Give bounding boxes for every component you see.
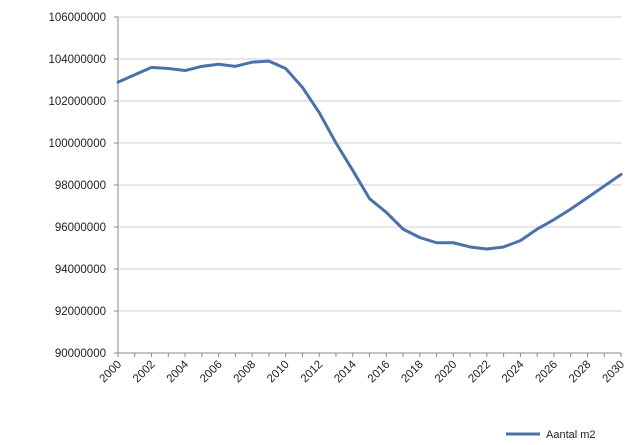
y-axis: 90000000 92000000 94000000 96000000 98000000… <box>48 12 119 360</box>
x-tick-label: 2008 <box>232 359 259 386</box>
x-tick-label: 2000 <box>98 359 125 386</box>
y-tick-label: 96000000 <box>55 222 106 234</box>
gridlines <box>118 16 621 312</box>
x-tick-label: 2024 <box>500 358 527 385</box>
series-layer <box>116 59 623 251</box>
x-axis: 2000 2002 2004 2006 2008 2010 2012 2014 2016 2018… <box>98 352 628 386</box>
x-tick-label: 2022 <box>466 359 493 386</box>
legend: Aantal m2 <box>506 429 596 441</box>
x-tick-label: 2010 <box>265 359 292 386</box>
x-tick-label: 2028 <box>567 359 594 386</box>
x-tick-label: 2002 <box>131 359 158 386</box>
x-tick-label: 2012 <box>299 359 326 386</box>
series-line-aantal-m2 <box>116 59 623 251</box>
legend-label-aantal-m2: Aantal m2 <box>546 429 596 441</box>
y-tick-label: 94000000 <box>55 264 106 276</box>
y-tick-label: 102000000 <box>48 96 106 108</box>
y-tick-label: 90000000 <box>55 348 106 360</box>
x-tick-label: 2018 <box>399 359 426 386</box>
x-tick-label: 2004 <box>165 358 192 385</box>
x-tick-label: 2030 <box>601 359 628 386</box>
y-tick-label: 92000000 <box>55 306 106 318</box>
x-tick-label: 2016 <box>366 359 393 386</box>
y-tick-label: 98000000 <box>55 180 106 192</box>
x-tick-label: 2020 <box>433 359 460 386</box>
x-tick-label: 2026 <box>533 359 560 386</box>
y-tick-label: 100000000 <box>48 138 106 150</box>
x-tick-label: 2014 <box>332 358 359 385</box>
x-tick-label: 2006 <box>198 359 225 386</box>
y-tick-label: 104000000 <box>48 54 106 66</box>
y-tick-label: 106000000 <box>48 12 106 24</box>
